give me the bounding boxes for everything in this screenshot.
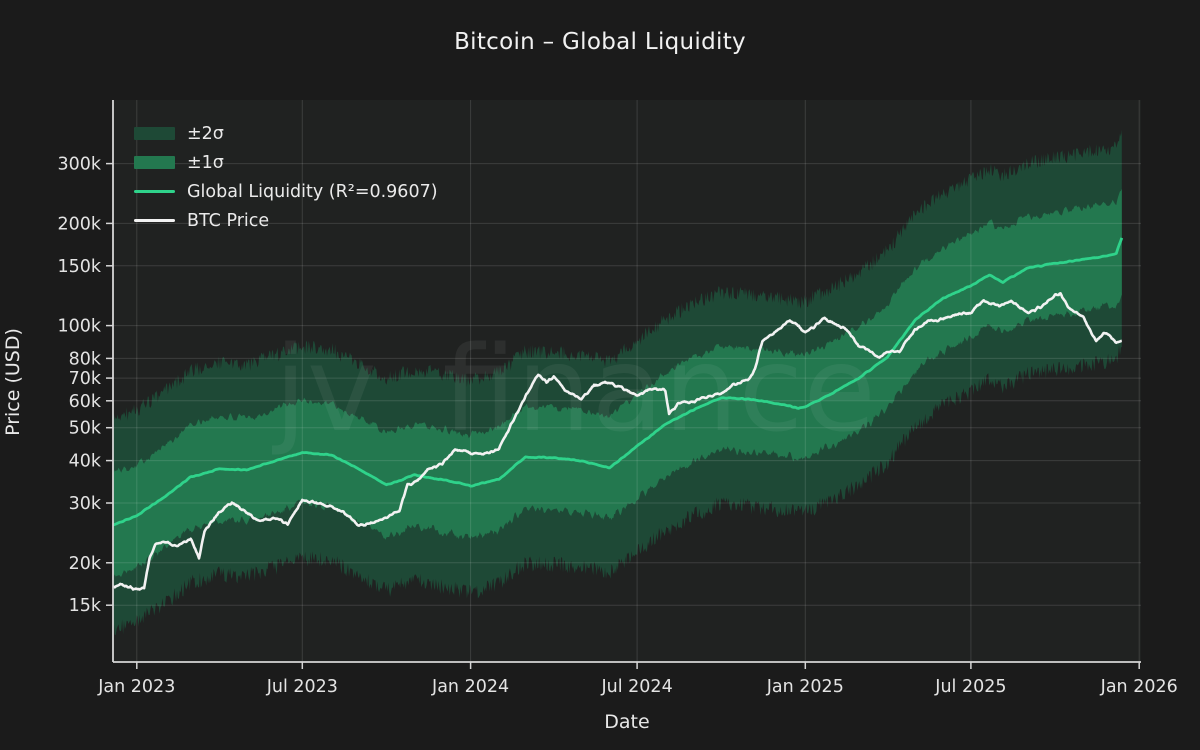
y-tick-label: 70k (69, 369, 102, 389)
y-tick-label: 150k (57, 257, 101, 277)
x-tick-label: Jan 2023 (97, 677, 175, 697)
legend-label: ±1σ (187, 152, 224, 173)
y-tick-label: 20k (69, 554, 102, 574)
x-tick-label: Jul 2024 (600, 677, 672, 697)
legend-item-sigma1: ±1σ (134, 148, 438, 177)
y-tick-label: 15k (69, 596, 102, 616)
global-liquidity-line (112, 237, 1124, 527)
sigma1-band-swatch (134, 156, 175, 169)
gridlines (113, 100, 1141, 662)
btc-price-line-swatch (134, 219, 175, 222)
legend-item-btc-price: BTC Price (134, 206, 438, 235)
y-tick-label: 80k (69, 349, 102, 369)
legend-item-sigma2: ±2σ (134, 119, 438, 148)
axes-spines (112, 100, 1141, 663)
legend-label: Global Liquidity (R²=0.9607) (187, 181, 438, 202)
legend-label: ±2σ (187, 123, 224, 144)
y-tick-label: 60k (69, 392, 102, 412)
y-tick-label: 40k (69, 452, 102, 472)
y-tick-label: 200k (57, 214, 101, 234)
y-tick-label: 30k (69, 494, 102, 514)
legend-label: BTC Price (187, 210, 270, 231)
global-liquidity-line-swatch (134, 190, 175, 193)
tick-marks (106, 162, 1140, 669)
x-tick-label: Jul 2025 (934, 677, 1006, 697)
y-axis-label: Price (USD) (2, 328, 24, 436)
y-tick-label: 300k (57, 155, 101, 175)
chart-title: Bitcoin – Global Liquidity (454, 29, 746, 55)
x-tick-label: Jan 2024 (431, 677, 509, 697)
x-tick-label: Jul 2023 (266, 677, 338, 697)
y-tick-label: 100k (57, 317, 101, 337)
x-axis-label: Date (604, 711, 650, 733)
x-tick-label: Jan 2026 (1100, 677, 1178, 697)
sigma1-band (113, 188, 1122, 577)
y-tick-label: 50k (69, 419, 102, 439)
watermark: jv finance (271, 320, 876, 458)
legend-item-global-liquidity: Global Liquidity (R²=0.9607) (134, 177, 438, 206)
btc-price-line (112, 292, 1123, 591)
sigma2-band-swatch (134, 127, 175, 140)
x-tick-label: Jan 2025 (766, 677, 844, 697)
legend: ±2σ ±1σ Global Liquidity (R²=0.9607) BTC… (134, 119, 438, 235)
